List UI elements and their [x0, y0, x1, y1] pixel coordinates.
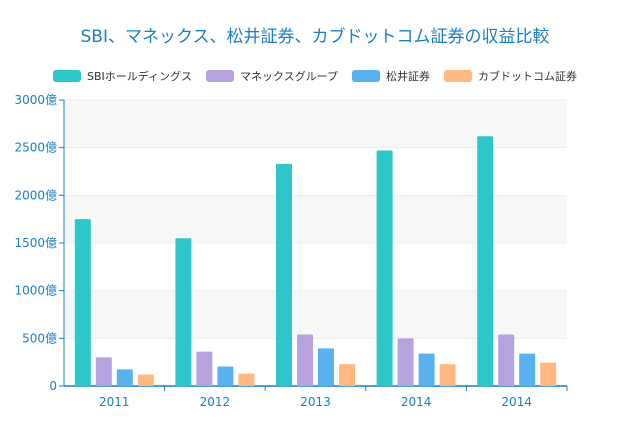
- legend-item-kabucom[interactable]: カブドットコム証券: [444, 68, 577, 84]
- bar[interactable]: [376, 150, 393, 386]
- y-tick-label: 2500億: [14, 141, 57, 155]
- x-tick-label: 2012: [200, 395, 231, 409]
- bar[interactable]: [397, 338, 414, 386]
- legend-swatch: [206, 70, 234, 82]
- x-tick-label: 2011: [99, 395, 130, 409]
- bar[interactable]: [297, 334, 313, 386]
- bar[interactable]: [196, 351, 213, 386]
- bar[interactable]: [74, 219, 91, 386]
- y-tick-label: 500億: [22, 331, 57, 345]
- legend-item-monex[interactable]: マネックスグループ: [206, 68, 338, 84]
- bar[interactable]: [477, 136, 494, 386]
- y-tick-label: 2000億: [14, 188, 57, 202]
- chart-title: SBI、マネックス、松井証券、カブドットコム証券の収益比較: [80, 27, 550, 47]
- legend-label: SBIホールディングス: [86, 70, 192, 83]
- bar[interactable]: [238, 373, 255, 386]
- bar[interactable]: [95, 357, 112, 386]
- bar[interactable]: [519, 353, 536, 386]
- x-tick-label: 2014: [501, 395, 532, 409]
- legend-swatch: [352, 70, 381, 82]
- bar[interactable]: [137, 374, 154, 386]
- bar[interactable]: [116, 369, 133, 386]
- legend-swatch: [52, 70, 81, 82]
- legend-swatch: [444, 70, 473, 82]
- bar[interactable]: [217, 366, 234, 386]
- bar[interactable]: [439, 364, 456, 386]
- y-tick-label: 0: [49, 379, 57, 393]
- bar[interactable]: [339, 364, 355, 386]
- legend-label: カブドットコム証券: [478, 70, 578, 83]
- bar[interactable]: [498, 334, 515, 386]
- bar[interactable]: [276, 163, 292, 386]
- y-tick-label: 1000億: [14, 284, 57, 298]
- y-tick-label: 3000億: [14, 93, 57, 107]
- legend: SBIホールディングス マネックスグループ 松井証券 カブドットコム証券: [0, 68, 630, 84]
- legend-item-sbi[interactable]: SBIホールディングス: [52, 68, 192, 84]
- bar[interactable]: [175, 238, 192, 386]
- legend-label: 松井証券: [386, 70, 431, 83]
- bar[interactable]: [540, 362, 557, 386]
- y-tick-label: 1500億: [14, 236, 57, 250]
- legend-label: マネックスグループ: [240, 70, 339, 83]
- bar[interactable]: [318, 348, 334, 386]
- bar[interactable]: [418, 353, 435, 386]
- x-tick-label: 2014: [401, 395, 432, 409]
- x-tick-label: 2013: [300, 395, 331, 409]
- legend-item-matsui[interactable]: 松井証券: [352, 68, 430, 84]
